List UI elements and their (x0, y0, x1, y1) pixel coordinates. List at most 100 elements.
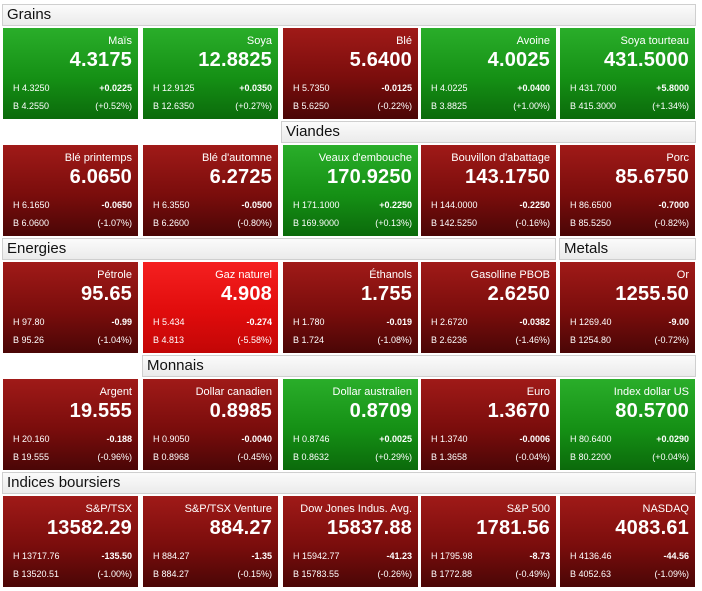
quote-change: -135.50 (101, 551, 132, 561)
quote-name: Pétrole (97, 269, 132, 281)
quote-name: Blé (396, 35, 412, 47)
quote-low: B 6.0600 (13, 218, 50, 228)
quote-price: 143.1750 (464, 166, 550, 188)
quote-high: H 4.0225 (431, 83, 468, 93)
quote-high: H 20.160 (13, 434, 50, 444)
quote-low: B 4.813 (153, 335, 185, 345)
section-header-indices-boursiers: Indices boursiers (2, 472, 696, 494)
quote-price: 4.0025 (487, 49, 550, 71)
quote-tile[interactable]: Gasolline PBOB 2.6250 H 2.6720 -0.0382 B… (421, 262, 556, 353)
quote-tile[interactable]: Blé printemps 6.0650 H 6.1650 -0.0650 B … (3, 145, 138, 236)
section-title: Metals (564, 240, 609, 257)
quote-tile[interactable]: Bouvillon d'abattage 143.1750 H 144.0000… (421, 145, 556, 236)
quote-change: -0.99 (111, 317, 132, 327)
quote-price: 4.3175 (69, 49, 132, 71)
quote-change: -0.188 (106, 434, 132, 444)
quote-change: -0.0500 (241, 200, 272, 210)
quote-tile[interactable]: Argent 19.555 H 20.160 -0.188 B 19.555 (… (3, 379, 138, 470)
quote-tile[interactable]: Dow Jones Indus. Avg. 15837.88 H 15942.7… (283, 496, 418, 587)
section-title: Viandes (286, 123, 340, 140)
quote-tile[interactable]: S&P/TSX 13582.29 H 13717.76 -135.50 B 13… (3, 496, 138, 587)
quote-tile[interactable]: Veaux d'embouche 170.9250 H 171.1000 +0.… (283, 145, 418, 236)
quote-high: H 1795.98 (431, 551, 473, 561)
quote-low: B 884.27 (153, 569, 190, 579)
quote-price: 6.2725 (209, 166, 272, 188)
quote-percent: (-0.16%) (515, 218, 550, 228)
quote-tile[interactable]: Index dollar US 80.5700 H 80.6400 +0.029… (560, 379, 695, 470)
quote-price: 2.6250 (487, 283, 550, 305)
quote-tile[interactable]: Dollar canadien 0.8985 H 0.9050 -0.0040 … (143, 379, 278, 470)
quote-name: Gasolline PBOB (470, 269, 550, 281)
quote-high: H 144.0000 (431, 200, 478, 210)
quote-change: +0.0290 (656, 434, 689, 444)
quote-low: B 0.8632 (293, 452, 330, 462)
quote-low: B 13520.51 (13, 569, 60, 579)
quote-low: B 4052.63 (570, 569, 612, 579)
quote-percent: (-1.07%) (97, 218, 132, 228)
quote-name: Index dollar US (613, 386, 689, 398)
quote-name: Soya (246, 35, 272, 47)
quote-tile[interactable]: Pétrole 95.65 H 97.80 -0.99 B 95.26 (-1.… (3, 262, 138, 353)
quote-tile[interactable]: Porc 85.6750 H 86.6500 -0.7000 B 85.5250… (560, 145, 695, 236)
quote-low: B 1.724 (293, 335, 325, 345)
quote-percent: (-0.96%) (97, 452, 132, 462)
section-title: Indices boursiers (7, 474, 121, 491)
quote-change: -44.56 (663, 551, 689, 561)
quote-name: Maïs (108, 35, 132, 47)
quote-percent: (-1.08%) (377, 335, 412, 345)
quote-change: -0.274 (246, 317, 272, 327)
quote-percent: (-0.15%) (237, 569, 272, 579)
quote-high: H 13717.76 (13, 551, 60, 561)
quote-name: S&P/TSX Venture (184, 503, 272, 515)
quote-percent: (-0.80%) (237, 218, 272, 228)
quote-tile[interactable]: NASDAQ 4083.61 H 4136.46 -44.56 B 4052.6… (560, 496, 695, 587)
quote-percent: (+0.27%) (235, 101, 272, 111)
quote-low: B 85.5250 (570, 218, 612, 228)
quote-price: 4083.61 (615, 517, 689, 539)
quote-percent: (-1.04%) (97, 335, 132, 345)
quote-tile[interactable]: Maïs 4.3175 H 4.3250 +0.0225 B 4.2550 (+… (3, 28, 138, 119)
quote-tile[interactable]: Euro 1.3670 H 1.3740 -0.0006 B 1.3658 (-… (421, 379, 556, 470)
quote-low: B 1772.88 (431, 569, 473, 579)
quote-tile[interactable]: Soya 12.8825 H 12.9125 +0.0350 B 12.6350… (143, 28, 278, 119)
quote-low: B 15783.55 (293, 569, 340, 579)
quote-tile[interactable]: Avoine 4.0025 H 4.0225 +0.0400 B 3.8825 … (421, 28, 556, 119)
quote-change: -0.0006 (519, 434, 550, 444)
quote-low: B 12.6350 (153, 101, 195, 111)
quote-percent: (+0.52%) (95, 101, 132, 111)
quote-tile[interactable]: Éthanols 1.755 H 1.780 -0.019 B 1.724 (-… (283, 262, 418, 353)
quote-tile[interactable]: S&P/TSX Venture 884.27 H 884.27 -1.35 B … (143, 496, 278, 587)
quote-price: 4.908 (220, 283, 272, 305)
quote-change: -0.0125 (381, 83, 412, 93)
quote-high: H 1.780 (293, 317, 325, 327)
quote-price: 1255.50 (615, 283, 689, 305)
quote-name: Or (676, 269, 689, 281)
quote-price: 12.8825 (198, 49, 272, 71)
quote-name: Blé printemps (64, 152, 132, 164)
quote-tile[interactable]: S&P 500 1781.56 H 1795.98 -8.73 B 1772.8… (421, 496, 556, 587)
quote-tile[interactable]: Gaz naturel 4.908 H 5.434 -0.274 B 4.813… (143, 262, 278, 353)
quote-tile[interactable]: Dollar australien 0.8709 H 0.8746 +0.002… (283, 379, 418, 470)
quote-change: +0.0350 (239, 83, 272, 93)
section-header-viandes: Viandes (281, 121, 696, 143)
quote-low: B 6.2600 (153, 218, 190, 228)
quote-name: Argent (99, 386, 132, 398)
quote-tile[interactable]: Blé 5.6400 H 5.7350 -0.0125 B 5.6250 (-0… (283, 28, 418, 119)
quote-tile[interactable]: Or 1255.50 H 1269.40 -9.00 B 1254.80 (-0… (560, 262, 695, 353)
quote-name: Avoine (516, 35, 550, 47)
quote-percent: (+1.34%) (652, 101, 689, 111)
quote-tile[interactable]: Blé d'automne 6.2725 H 6.3550 -0.0500 B … (143, 145, 278, 236)
quote-high: H 1269.40 (570, 317, 612, 327)
quote-low: B 1254.80 (570, 335, 612, 345)
quote-tile[interactable]: Soya tourteau 431.5000 H 431.7000 +5.800… (560, 28, 695, 119)
quote-name: Euro (526, 386, 550, 398)
quote-low: B 3.8825 (431, 101, 468, 111)
quote-high: H 431.7000 (570, 83, 617, 93)
quote-percent: (-0.22%) (377, 101, 412, 111)
quote-change: +5.8000 (656, 83, 689, 93)
quote-name: Blé d'automne (202, 152, 272, 164)
quote-price: 85.6750 (615, 166, 689, 188)
quote-percent: (-0.45%) (237, 452, 272, 462)
section-header-metals: Metals (559, 238, 696, 260)
quote-high: H 15942.77 (293, 551, 340, 561)
